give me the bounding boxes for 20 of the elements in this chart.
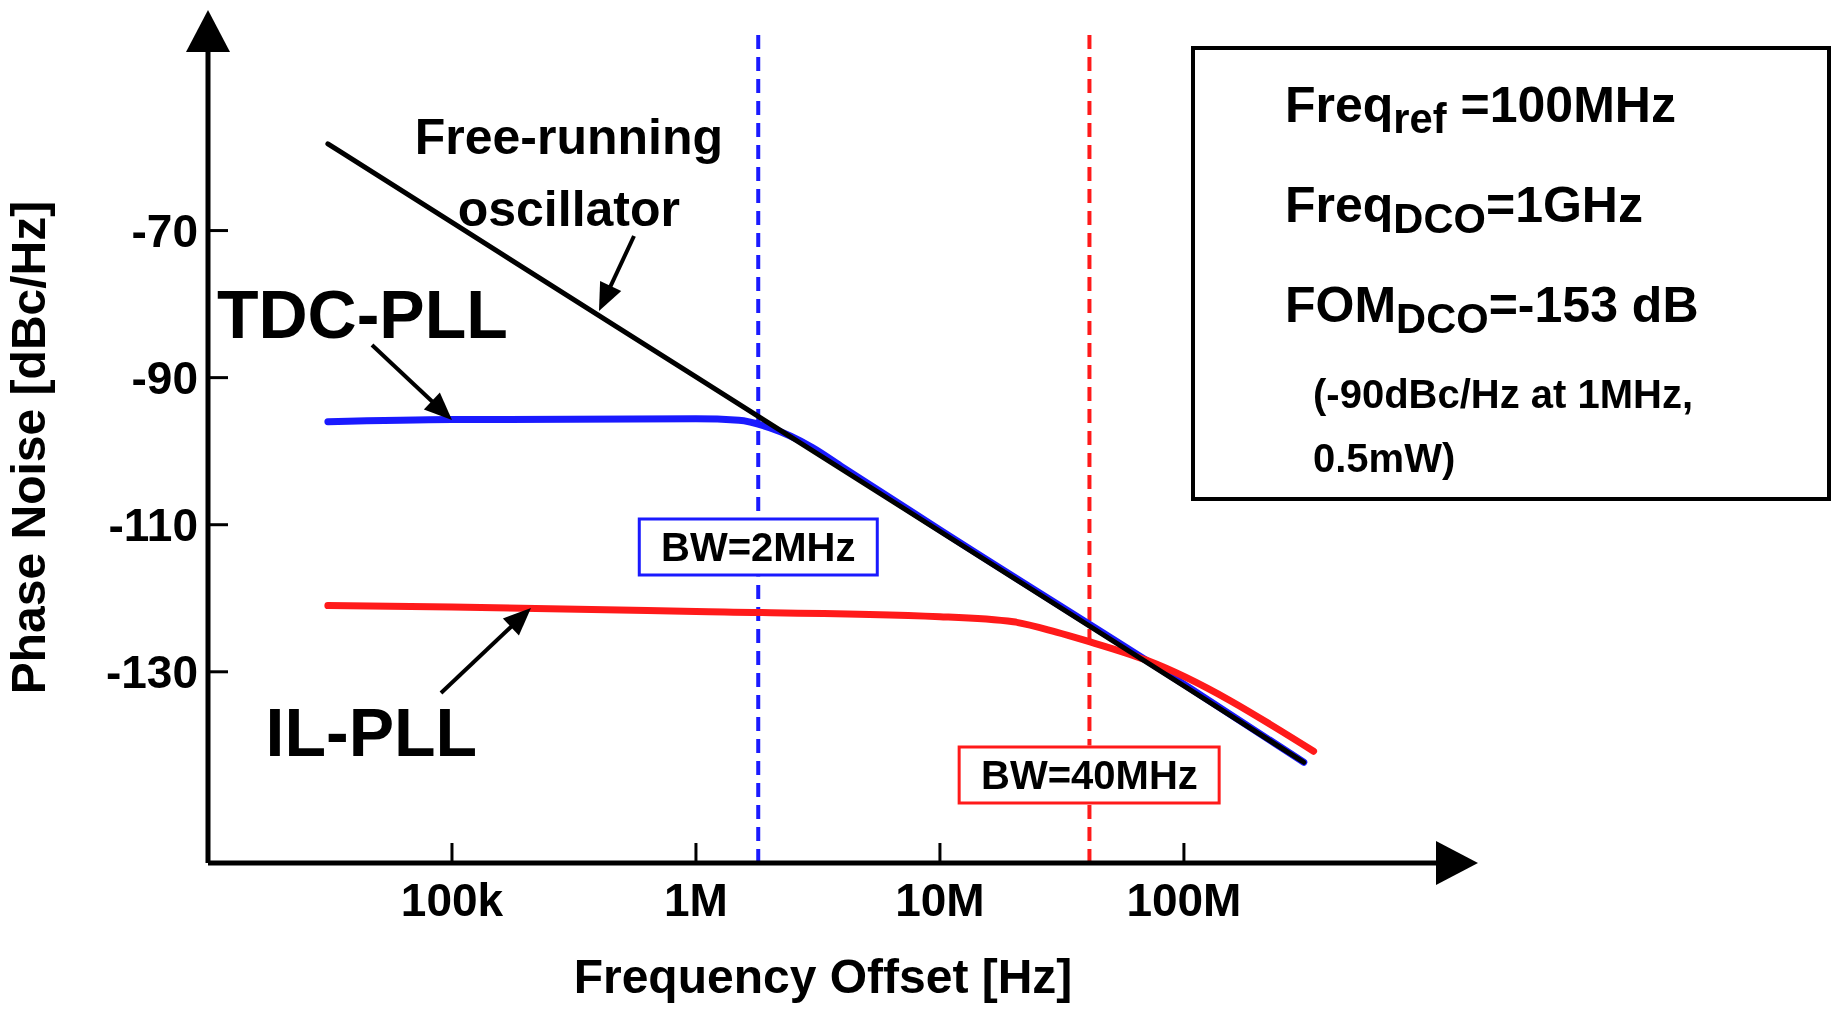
annotation: (-90dBc/Hz at 1MHz, [1312,371,1695,418]
x-axis-title: Frequency Offset [Hz] [573,950,1073,1003]
y-tick-label: -110 [108,499,198,552]
x-tick-label: 1M [664,873,728,926]
annotation: Freq$_{DCO}$=1GHz [1285,176,1644,244]
x-tick-label: 100k [400,873,504,926]
annotation: 0.5mW) [1312,435,1457,482]
annotation: BW=2MHz [638,517,879,577]
y-axis-title: Phase Noise [dBc/Hz] [2,200,56,695]
annotation: TDC-PLL [216,274,508,353]
annotation: Freq$_{ref}$ =100MHz [1285,76,1677,144]
annotation: FOM$_{DCO}$=-153 dB [1285,276,1700,344]
y-tick-label: -130 [105,646,198,699]
x-tick-label: 10M [895,873,985,926]
y-tick-label: -70 [131,204,198,257]
annotation: BW=40MHz [958,745,1221,805]
annotation: Free-running oscillator [413,108,724,240]
y-tick-label: -90 [131,351,198,404]
annotation: IL-PLL [265,692,478,771]
x-tick-label: 100M [1126,873,1242,926]
